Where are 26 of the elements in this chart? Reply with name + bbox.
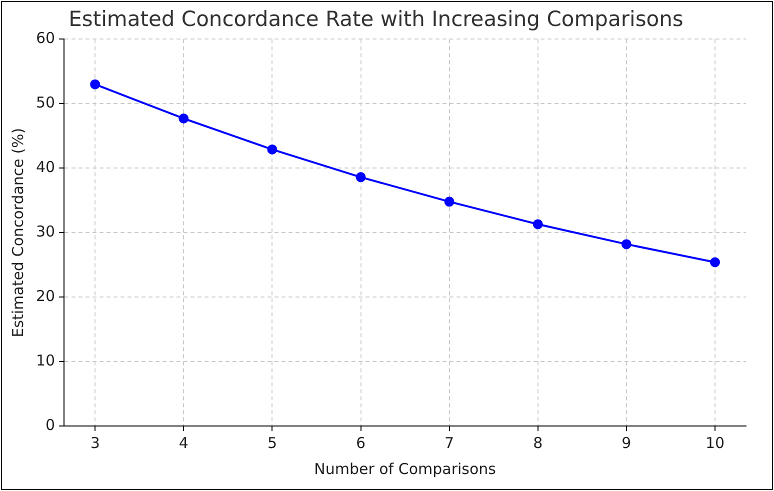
y-tick-label: 30	[36, 222, 56, 240]
point	[90, 79, 100, 90]
x-tick-label: 4	[178, 434, 188, 452]
point	[621, 239, 632, 250]
x-tick-label: 9	[622, 434, 632, 452]
x-tick-label: 7	[444, 434, 454, 452]
point	[532, 219, 543, 230]
point	[710, 257, 720, 268]
y-tick-label: 40	[36, 158, 56, 176]
y-tick-label: 60	[36, 29, 56, 48]
point	[356, 172, 366, 182]
x-tick-label: 8	[533, 434, 543, 452]
point	[267, 144, 278, 154]
y-tick-label: 20	[36, 286, 56, 305]
y-axis-title: Estimated Concordance (%)	[8, 128, 27, 338]
y-tick-label: 10	[36, 351, 56, 370]
x-tick-label: 6	[356, 434, 366, 452]
x-tick-label: 10	[705, 434, 725, 452]
x-axis-title: Number of Comparisons	[314, 460, 496, 478]
point	[178, 113, 189, 124]
x-tick-label: 5	[267, 434, 277, 452]
point	[444, 196, 454, 207]
x-tick-label: 3	[90, 434, 100, 452]
chart-title: Estimated Concordance Rate with Increasing Comparisons	[68, 7, 684, 32]
y-tick-label: 50	[36, 94, 56, 112]
y-tick-label: 0	[46, 416, 56, 434]
